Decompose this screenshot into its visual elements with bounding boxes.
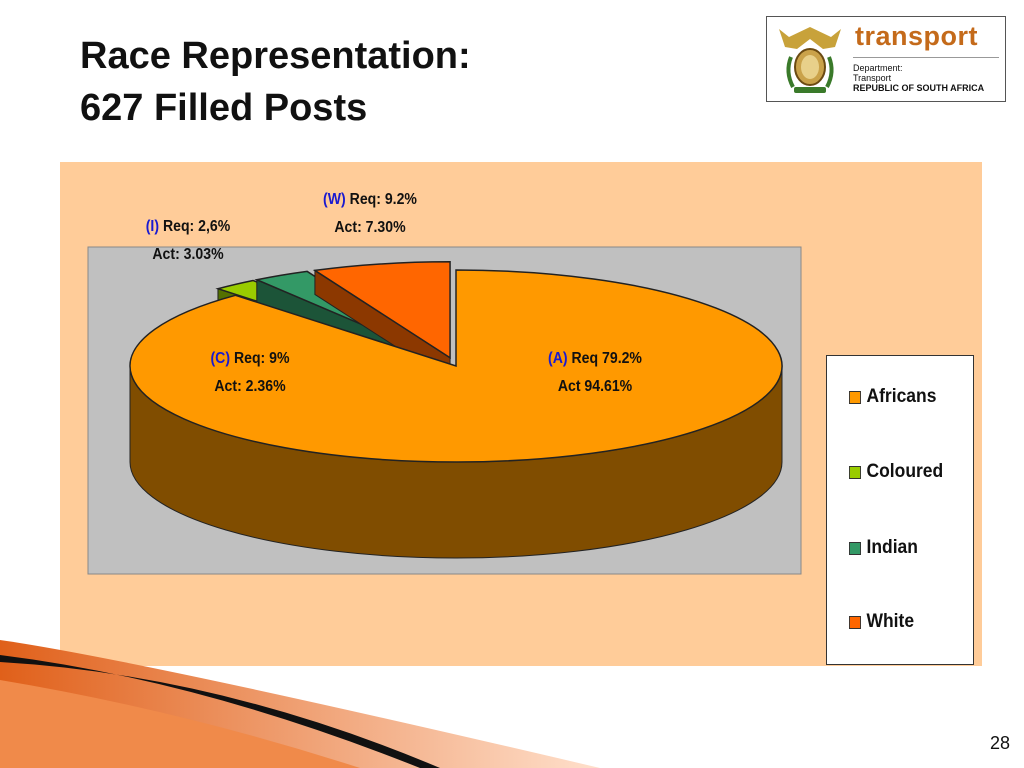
label-white-cat: (W) bbox=[323, 191, 346, 208]
logo-wordmark: transport bbox=[855, 21, 979, 51]
title-line-1: Race Representation: bbox=[80, 35, 471, 77]
pie-top-white bbox=[312, 261, 451, 360]
department-of-transport-logo: transport Department: Transport REPUBLIC… bbox=[766, 16, 1006, 102]
legend-swatch-indian bbox=[849, 541, 861, 555]
label-coloured-act: Act: 2.36% bbox=[214, 378, 286, 395]
label-coloured-cat: (C) bbox=[210, 350, 231, 367]
pie-top-africans bbox=[129, 269, 783, 463]
decorative-swoosh bbox=[0, 640, 600, 768]
legend-swatch-coloured bbox=[849, 465, 861, 479]
legend-item-indian: Indian bbox=[849, 537, 918, 559]
coat-of-arms-icon bbox=[779, 27, 841, 93]
legend-item-white: White bbox=[849, 611, 914, 633]
label-africans: (A) Req 79.2% Act 94.61% bbox=[529, 345, 661, 401]
label-indian-cat: (I) bbox=[145, 218, 160, 235]
logo-divider bbox=[853, 57, 999, 58]
label-coloured: (C) Req: 9% Act: 2.36% bbox=[188, 345, 311, 401]
logo-line-3: REPUBLIC OF SOUTH AFRICA bbox=[853, 83, 985, 93]
legend-swatch-africans bbox=[849, 390, 861, 404]
legend-item-coloured: Coloured bbox=[849, 461, 943, 483]
label-white-req: Req: 9.2% bbox=[349, 191, 417, 208]
label-indian-act: Act: 3.03% bbox=[152, 246, 224, 263]
page-number: 28 bbox=[989, 733, 1010, 753]
chart-legend: Africans Coloured Indian White bbox=[826, 355, 974, 665]
pie-slice-africans bbox=[129, 269, 783, 559]
legend-swatch-white bbox=[849, 615, 861, 629]
label-indian: (I) Req: 2,6% Act: 3.03% bbox=[128, 213, 248, 269]
legend-label-white: White bbox=[866, 611, 915, 632]
slide-title: Race Representation: 627 Filled Posts bbox=[80, 30, 471, 134]
label-africans-act: Act 94.61% bbox=[557, 378, 633, 395]
label-africans-req: Req 79.2% bbox=[571, 350, 642, 367]
label-africans-cat: (A) bbox=[548, 350, 568, 367]
label-white: (W) Req: 9.2% Act: 7.30% bbox=[308, 186, 431, 242]
legend-label-indian: Indian bbox=[866, 537, 918, 558]
legend-label-coloured: Coloured bbox=[866, 461, 944, 482]
legend-item-africans: Africans bbox=[849, 386, 936, 408]
label-indian-req: Req: 2,6% bbox=[162, 218, 231, 235]
label-coloured-req: Req: 9% bbox=[233, 350, 290, 367]
title-line-2: 627 Filled Posts bbox=[80, 87, 368, 129]
logo-line-2: Transport bbox=[853, 73, 892, 83]
logo-line-1: Department: bbox=[853, 63, 903, 73]
label-white-act: Act: 7.30% bbox=[334, 219, 406, 236]
legend-label-africans: Africans bbox=[866, 386, 937, 407]
